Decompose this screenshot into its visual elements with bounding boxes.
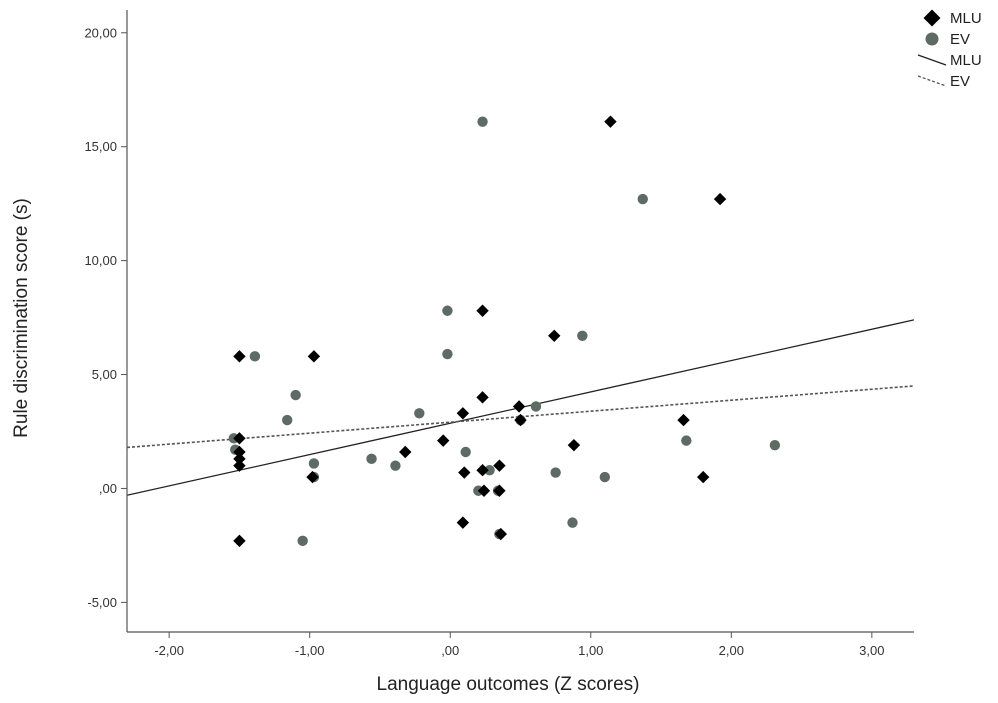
point-mlu: [512, 400, 526, 413]
legend-label: EV: [950, 31, 970, 48]
point-ev: [366, 453, 377, 465]
point-ev: [477, 116, 488, 127]
point-mlu: [233, 534, 246, 548]
legend-label: EV: [950, 73, 970, 90]
x-axis: -2,00 -1,00 ,00 1,00 2,00 3,00: [127, 631, 914, 658]
point-mlu: [233, 445, 246, 459]
point-mlu: [476, 391, 489, 404]
y-tick-label: -5,00: [87, 595, 117, 610]
point-mlu: [307, 350, 321, 363]
x-tick-label: 1,00: [578, 643, 603, 658]
point-mlu: [493, 459, 506, 472]
point-ev: [414, 408, 425, 419]
point-mlu: [514, 413, 527, 427]
point-mlu: [567, 438, 581, 452]
point-ev: [769, 439, 781, 451]
fit-line-ev: [127, 385, 914, 449]
point-mlu: [233, 350, 246, 363]
point-mlu: [437, 434, 450, 447]
point-ev: [599, 471, 611, 483]
point-ev: [637, 193, 648, 205]
y-tick-label: 20,00: [84, 25, 117, 40]
point-mlu: [456, 407, 470, 420]
y-tick-label: 5,00: [92, 367, 117, 382]
y-tick-label: 15,00: [84, 139, 117, 154]
point-ev: [530, 401, 542, 412]
plot-area: [127, 115, 914, 548]
point-mlu: [604, 115, 617, 128]
point-ev: [442, 305, 453, 316]
point-mlu: [677, 413, 690, 427]
point-mlu: [548, 329, 561, 343]
x-tick-label: ,00: [441, 643, 459, 658]
legend-line-mlu: [917, 54, 947, 66]
point-mlu: [493, 484, 506, 497]
point-mlu: [713, 192, 727, 206]
legend-label: MLU: [950, 10, 982, 27]
legend-marker-ev: [925, 32, 939, 46]
point-mlu: [306, 470, 319, 484]
point-ev: [681, 435, 692, 446]
point-mlu: [399, 445, 412, 459]
point-mlu: [458, 466, 471, 479]
legend-line-ev: [917, 75, 947, 87]
x-tick-label: 3,00: [859, 643, 884, 658]
point-mlu: [233, 459, 246, 472]
legend-marker-mlu: [923, 9, 941, 27]
y-tick-label: ,00: [99, 481, 117, 496]
y-axis-title: Rule discrimination score (s): [11, 198, 32, 438]
x-tick-label: 2,00: [719, 643, 744, 658]
point-ev: [442, 348, 453, 360]
y-axis: -5,00 ,00 5,00 10,00 15,00 20,00: [84, 10, 128, 632]
point-ev: [290, 389, 301, 401]
point-mlu: [696, 470, 710, 484]
y-tick-label: 10,00: [84, 253, 117, 268]
point-ev: [460, 446, 471, 458]
x-tick-label: -1,00: [295, 643, 325, 658]
point-mlu: [233, 432, 246, 445]
x-axis-title: Language outcomes (Z scores): [377, 674, 640, 695]
point-ev: [390, 460, 401, 471]
point-mlu: [494, 527, 508, 541]
point-ev: [550, 467, 561, 478]
point-mlu: [476, 304, 489, 317]
legend: MLU EV MLU EV: [917, 9, 982, 90]
point-ev: [484, 465, 495, 476]
point-ev: [297, 535, 308, 547]
point-mlu: [456, 516, 470, 529]
point-ev: [308, 458, 320, 469]
point-ev: [567, 517, 578, 528]
legend-label: MLU: [950, 52, 982, 69]
point-mlu: [476, 464, 489, 477]
point-ev: [249, 351, 261, 362]
point-mlu: [477, 484, 491, 497]
point-ev: [577, 330, 588, 342]
x-tick-label: -2,00: [154, 643, 184, 658]
point-ev: [282, 414, 293, 426]
point-mlu: [233, 452, 246, 466]
